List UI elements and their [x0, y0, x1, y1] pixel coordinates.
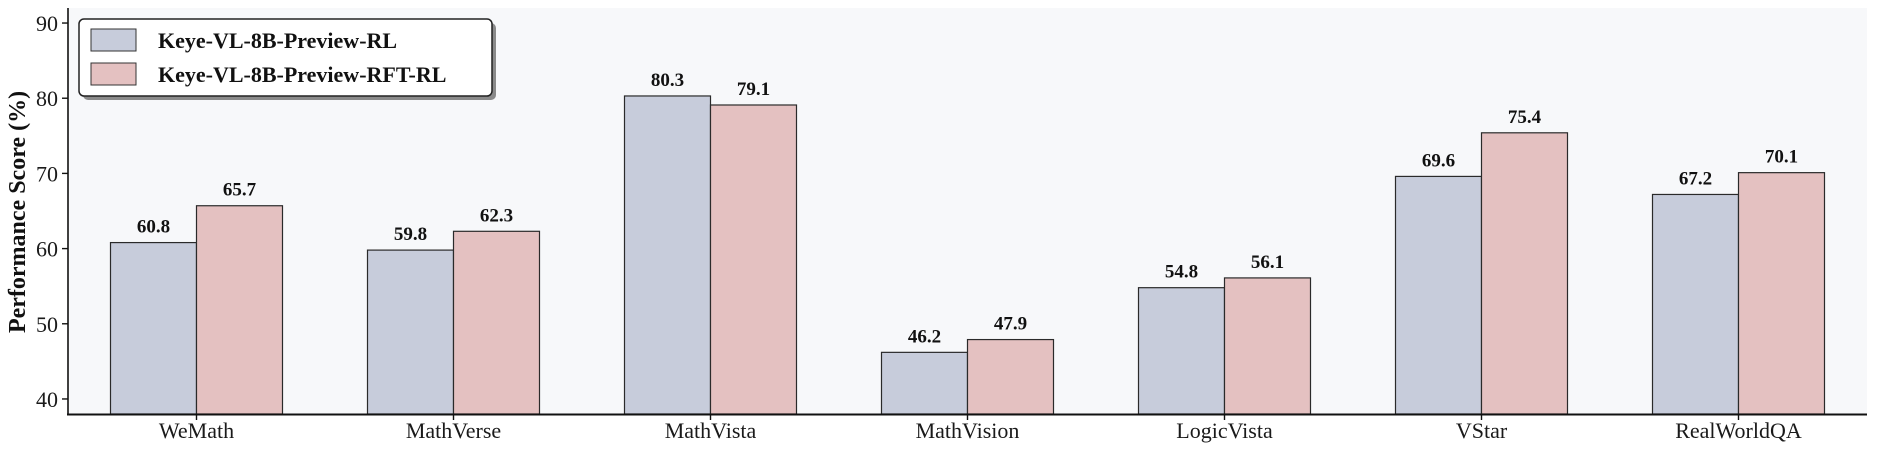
y-tick-label: 60 — [36, 237, 58, 262]
value-label: 75.4 — [1508, 107, 1542, 128]
bar-rft-rl — [195, 205, 284, 415]
bar-rft-rl — [1223, 277, 1312, 415]
x-tick-label: MathVista — [665, 418, 757, 443]
y-tick-label: 40 — [36, 387, 58, 412]
bar-rft-rl — [452, 230, 541, 415]
value-label: 56.1 — [1251, 252, 1284, 273]
x-tick-label: WeMath — [159, 418, 234, 443]
bar-rft-rl — [1480, 132, 1569, 415]
y-ticks: 40 50 60 70 80 90 — [36, 11, 68, 412]
y-tick-label: 90 — [36, 11, 58, 36]
bar-rl — [1394, 175, 1483, 415]
value-label: 54.8 — [1165, 262, 1198, 283]
x-tick-label: MathVerse — [406, 418, 501, 443]
x-tick-label: LogicVista — [1176, 418, 1273, 443]
bar-rl — [1651, 193, 1740, 415]
bar-rl — [1137, 287, 1226, 415]
legend-label-rft-rl: Keye-VL-8B-Preview-RFT-RL — [158, 62, 446, 87]
bar-rl — [880, 351, 969, 415]
value-label: 62.3 — [480, 205, 513, 226]
x-tick-label: MathVision — [916, 418, 1020, 443]
legend-swatch-rl — [90, 28, 137, 52]
y-tick-label: 50 — [36, 312, 58, 337]
value-label: 80.3 — [651, 70, 684, 91]
legend-swatch-rft-rl — [90, 62, 137, 86]
value-label: 70.1 — [1765, 147, 1798, 168]
bar-rft-rl — [1737, 172, 1826, 415]
legend: Keye-VL-8B-Preview-RL Keye-VL-8B-Preview… — [78, 18, 496, 100]
bar-rl — [623, 95, 712, 415]
legend-label-rl: Keye-VL-8B-Preview-RL — [158, 28, 397, 53]
value-label: 67.2 — [1679, 168, 1712, 189]
x-tick-label: VStar — [1456, 418, 1508, 443]
value-label: 79.1 — [737, 79, 770, 100]
bar-rft-rl — [709, 104, 798, 415]
value-label: 65.7 — [223, 180, 257, 201]
y-axis-title: Performance Score (%) — [5, 91, 31, 333]
legend-box — [78, 18, 493, 97]
value-label: 59.8 — [394, 224, 427, 245]
value-label: 60.8 — [137, 217, 170, 238]
bars — [109, 95, 1826, 415]
value-label: 46.2 — [908, 326, 941, 347]
x-ticks: WeMath MathVerse MathVista MathVision LogicV… — [159, 414, 1802, 443]
y-tick-label: 80 — [36, 86, 58, 111]
bar-rl — [366, 249, 455, 415]
bar-rl — [109, 241, 198, 415]
value-labels: 60.8 65.7 59.8 62.3 80.3 79.1 46.2 47.9 54.8 56.1… — [137, 70, 1798, 347]
x-tick-label: RealWorldQA — [1675, 418, 1802, 443]
y-tick-label: 70 — [36, 161, 58, 186]
bar-rft-rl — [966, 338, 1055, 415]
value-label: 69.6 — [1422, 150, 1455, 171]
value-label: 47.9 — [994, 314, 1027, 335]
